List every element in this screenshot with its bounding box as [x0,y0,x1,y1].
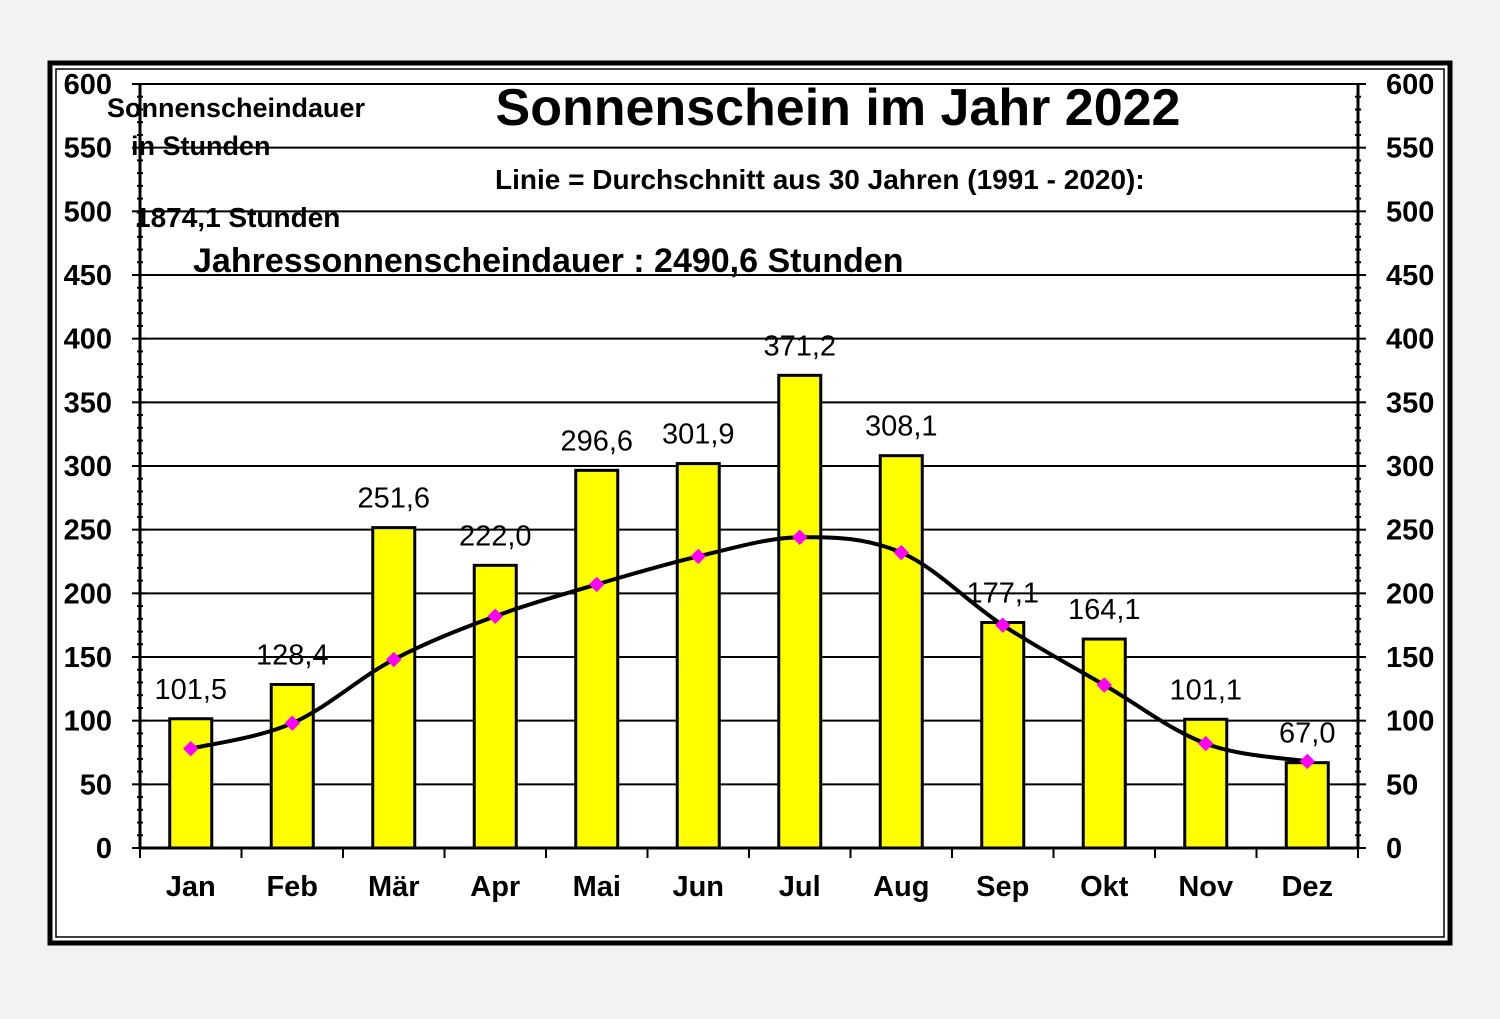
x-category-label: Okt [1080,871,1129,903]
x-category-label: Aug [873,871,929,903]
average-total: 1874,1 Stunden [135,202,340,233]
bar-value-label: 164,1 [1068,594,1141,626]
bar-value-label: 101,5 [154,674,227,706]
bar [168,717,214,850]
bar-value-label: 67,0 [1279,718,1335,750]
bar [675,462,721,850]
y-tick-label-right: 400 [1386,324,1434,356]
y-tick-label-right: 100 [1386,706,1434,738]
bar [574,468,620,850]
average-marker [1096,677,1112,693]
chart-title: Sonnenschein im Jahr 2022 [496,79,1181,137]
y-tick-label-left: 400 [64,324,112,356]
y-tick-label-left: 200 [64,578,112,610]
average-line [190,535,1308,764]
average-marker [487,608,503,624]
y-tick-label-right: 450 [1386,260,1434,292]
bar-value-label: 101,1 [1169,674,1242,706]
y-axis-label-line-1: Sonnenscheindauer [107,93,366,123]
y-tick-label-left: 150 [64,642,112,674]
x-category-label: Jul [779,871,821,903]
y-axis-label-line-2: in Stunden [131,131,270,161]
bar-value-label: 371,2 [763,330,836,362]
axes: 0 0 50 50 100 100 150 150 200 200 250 250 300 300 350 3… [64,69,1435,903]
bar-value-label: 308,1 [865,411,938,443]
average-marker [284,715,300,731]
gridlines [140,83,1358,786]
y-tick-label-left: 600 [64,69,112,101]
x-category-label: Jun [672,871,724,903]
bar [371,526,417,850]
y-tick-label-left: 300 [64,451,112,483]
chart-texts: Sonnenschein im Jahr 2022 Sonnenscheinda… [107,79,1180,280]
bar-value-label: 301,9 [662,419,735,451]
bar [878,454,924,850]
average-marker [690,548,706,565]
x-category-label: Feb [266,871,318,903]
y-tick-label-right: 500 [1386,196,1434,228]
average-marker [386,651,402,668]
bar [777,373,823,850]
y-tick-label-right: 50 [1386,769,1418,801]
y-tick-label-left: 100 [64,706,112,738]
y-tick-label-right: 0 [1386,833,1402,865]
average-marker [893,544,909,561]
average-marker [792,529,808,546]
bar [980,620,1026,850]
bar [1081,637,1127,850]
bar-value-label: 296,6 [560,425,633,457]
y-tick-label-right: 150 [1386,642,1434,674]
average-line-series [183,529,1315,770]
y-tick-label-left: 0 [96,833,112,865]
y-tick-label-left: 550 [64,133,112,165]
y-tick-label-right: 200 [1386,578,1434,610]
y-tick-label-right: 550 [1386,133,1434,165]
x-category-label: Nov [1178,871,1233,903]
y-tick-label-right: 250 [1386,515,1434,547]
y-tick-label-left: 50 [80,769,112,801]
y-tick-label-left: 350 [64,387,112,419]
bar [1284,761,1330,850]
y-tick-label-right: 600 [1386,69,1434,101]
average-marker [589,576,605,593]
annual-total: Jahressonnenscheindauer : 2490,6 Stunden [193,242,903,280]
y-tick-label-left: 450 [64,260,112,292]
bar [269,683,315,850]
x-category-label: Apr [470,871,520,903]
average-marker [183,740,199,757]
average-marker [1299,753,1315,770]
x-category-label: Mai [573,871,621,903]
bar-series: 101,5 128,4 251,6 222,0 296,6 301,9 371,2 308,1… [154,330,1335,850]
y-tick-label-left: 250 [64,515,112,547]
x-category-label: Jan [166,871,216,903]
y-tick-label-right: 350 [1386,387,1434,419]
bar-value-label: 177,1 [966,577,1039,609]
x-category-label: Mär [368,871,420,903]
y-tick-label-left: 500 [64,196,112,228]
average-marker [995,617,1011,633]
bar-value-label: 251,6 [357,483,430,515]
chart-frame [47,60,1453,946]
average-line-note: Linie = Durchschnitt aus 30 Jahren (1991… [495,164,1145,195]
x-category-label: Sep [976,871,1029,903]
bar-value-label: 128,4 [256,640,329,672]
y-tick-label-right: 300 [1386,451,1434,483]
average-marker [1198,735,1214,752]
bar [472,563,518,850]
chart-frame-inner [55,68,1445,938]
x-category-label: Dez [1281,871,1333,903]
bar-value-label: 222,0 [459,520,532,552]
